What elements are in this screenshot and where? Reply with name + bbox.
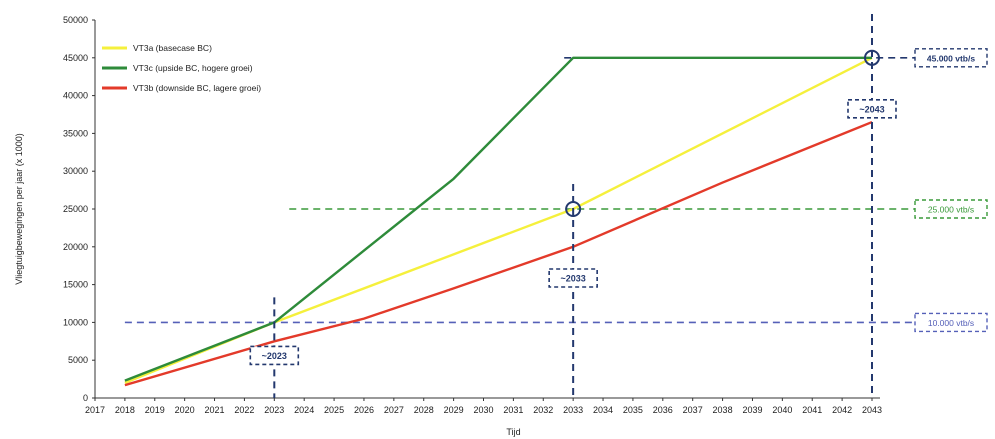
- series-line: [124, 120, 873, 387]
- x-tick-label: 2039: [742, 405, 762, 415]
- x-tick-label: 2024: [294, 405, 314, 415]
- x-tick-label: 2038: [713, 405, 733, 415]
- x-tick-label: 2020: [175, 405, 195, 415]
- reference-label: 45.000 vtb/s: [927, 53, 975, 63]
- x-tick-label: 2033: [563, 405, 583, 415]
- y-tick-label: 20000: [63, 242, 88, 252]
- legend: VT3a (basecase BC) VT3c (upside BC, hoger…: [102, 43, 261, 93]
- x-tick-label: 2035: [623, 405, 643, 415]
- x-tick-label: 2029: [444, 405, 464, 415]
- y-axis-title: Vliegtuigbewegingen per jaar (x 1000): [14, 133, 24, 285]
- x-tick-label: 2042: [832, 405, 852, 415]
- annotation-label: ~2043: [859, 104, 884, 114]
- series-line: [124, 56, 872, 382]
- y-tick-label: 45000: [63, 53, 88, 63]
- annotation-circle: [864, 49, 880, 66]
- series-line: [124, 56, 873, 384]
- x-tick-label: 2022: [234, 405, 254, 415]
- x-axis-title: Tijd: [506, 427, 520, 437]
- axes: 2017 2018 2019 2020 2021 2022 2023 2024 2025 2026…: [14, 15, 882, 437]
- annotation-box: [548, 268, 598, 288]
- y-tick-label: 15000: [63, 280, 88, 290]
- legend-label: VT3c (upside BC, hogere groei): [133, 63, 253, 73]
- reference-label-box: [914, 312, 988, 333]
- reference-label-box: [914, 48, 988, 68]
- reference-label: 10.000 vtb/s: [928, 318, 974, 328]
- x-tick-label: 2019: [145, 405, 165, 415]
- series-lines: [124, 56, 873, 387]
- y-tick-label: 50000: [63, 15, 88, 25]
- x-tick-label: 2030: [473, 405, 493, 415]
- y-tick-label: 35000: [63, 128, 88, 138]
- legend-label: VT3a (basecase BC): [133, 43, 212, 53]
- x-tick-label: 2043: [862, 405, 882, 415]
- x-tick-label: 2036: [653, 405, 673, 415]
- x-tick-label: 2021: [205, 405, 225, 415]
- x-tick-label: 2027: [384, 405, 404, 415]
- reference-label-box: [914, 199, 988, 219]
- annotation-box: [847, 99, 897, 119]
- x-tick-label: 2040: [772, 405, 792, 415]
- annotation-label: ~2023: [262, 351, 287, 361]
- reference-label: 25.000 vtb/s: [928, 205, 974, 215]
- annotations: ~2023 ~2033 ~2043: [249, 14, 897, 398]
- y-tick-label: 5000: [68, 355, 88, 365]
- annotation-circle: [565, 201, 582, 217]
- x-tick-label: 2017: [85, 405, 105, 415]
- x-tick-label: 2018: [115, 405, 135, 415]
- y-tick-label: 25000: [63, 204, 88, 214]
- y-tick-label: 10000: [63, 317, 88, 327]
- annotation-label: ~2033: [561, 274, 586, 284]
- reference-lines: 10.000 vtb/s 25.000 vtb/s 45.000 vtb/s: [124, 48, 988, 333]
- x-tick-label: 2034: [593, 405, 613, 415]
- y-tick-label: 0: [83, 393, 88, 403]
- y-tick-label: 30000: [63, 166, 88, 176]
- x-tick-label: 2026: [354, 405, 374, 415]
- x-tick-label: 2025: [324, 405, 344, 415]
- x-tick-label: 2023: [264, 405, 284, 415]
- x-tick-label: 2031: [503, 405, 523, 415]
- x-tick-label: 2037: [683, 405, 703, 415]
- x-tick-label: 2032: [533, 405, 553, 415]
- x-tick-label: 2028: [414, 405, 434, 415]
- y-tick-label: 40000: [63, 91, 88, 101]
- annotation-box: [249, 345, 300, 366]
- x-tick-label: 2041: [802, 405, 822, 415]
- legend-label: VT3b (downside BC, lagere groei): [133, 83, 261, 93]
